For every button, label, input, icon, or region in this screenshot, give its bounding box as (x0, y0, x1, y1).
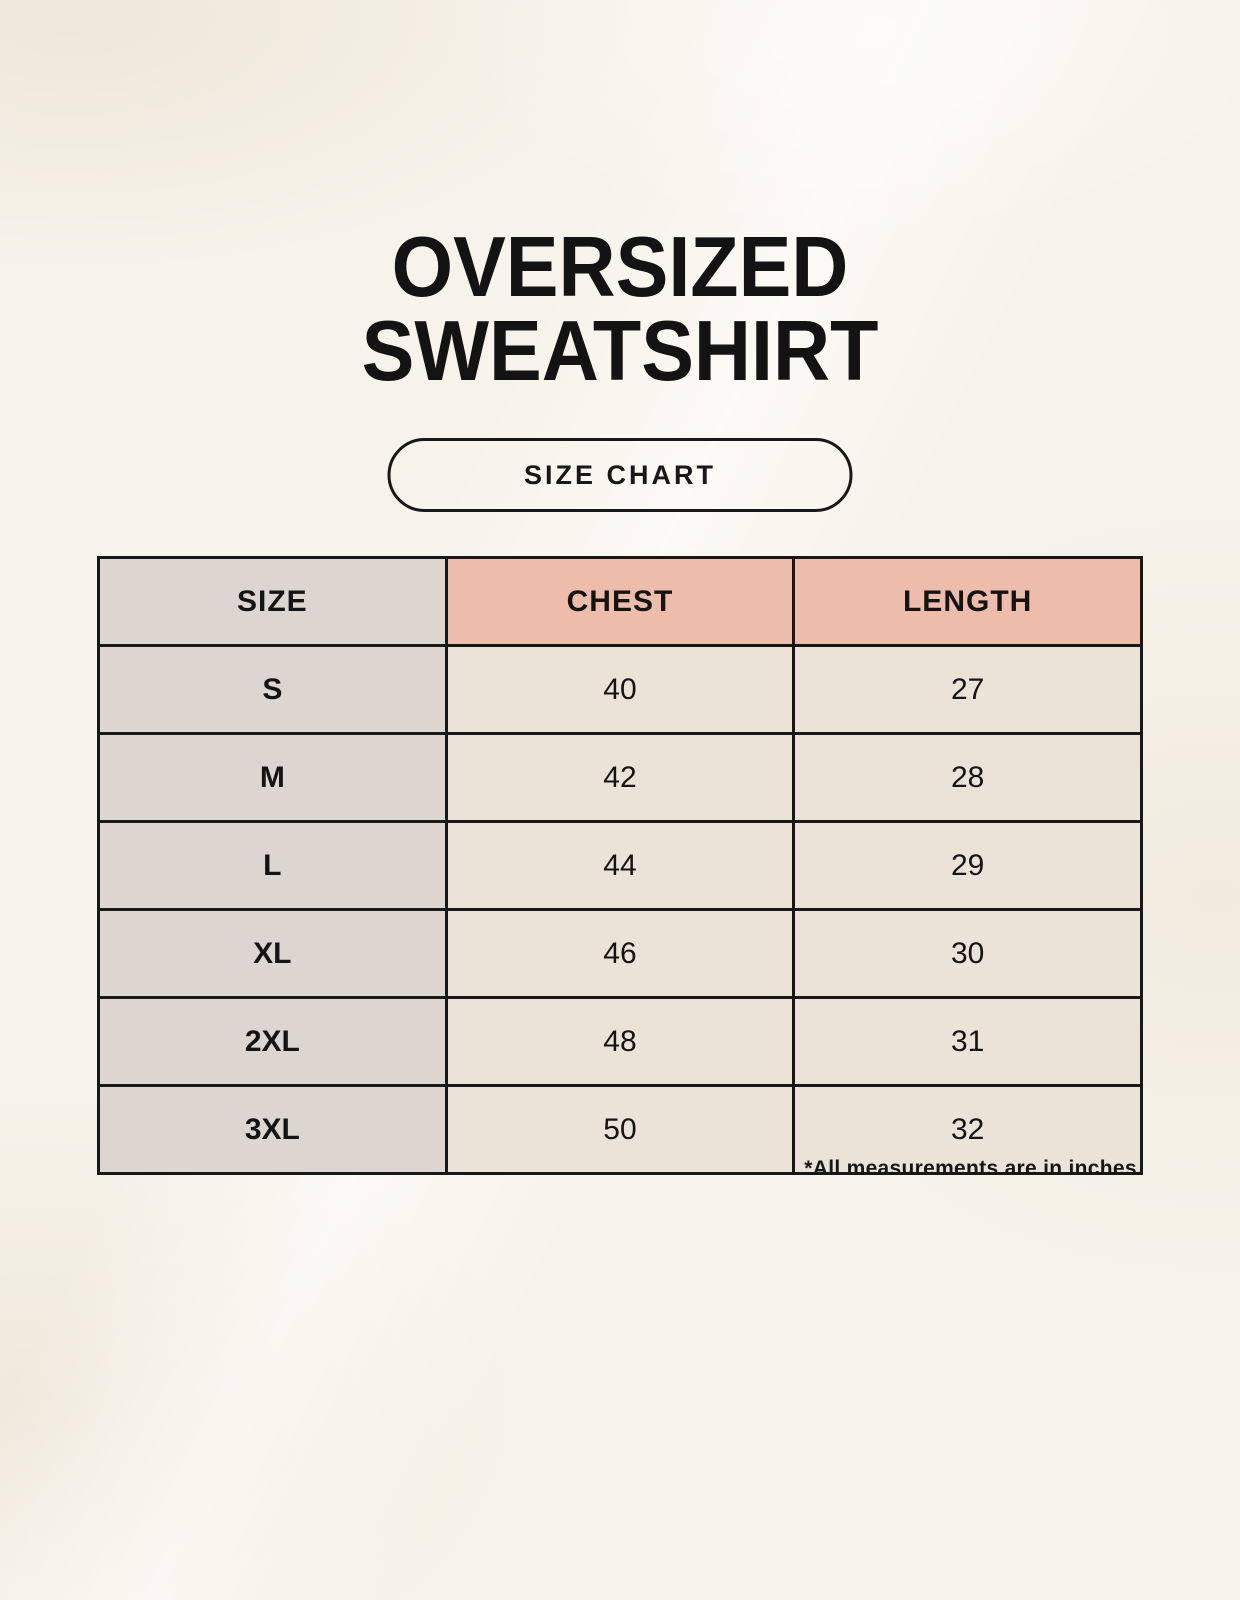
length-value: 32 (792, 1084, 1143, 1175)
size-chart-button-label: SIZE CHART (524, 459, 716, 490)
title-line-1: OVERSIZED (391, 220, 849, 315)
page-title: OVERSIZED SWEATSHIRT (43, 220, 1196, 400)
table-row: 2XL 48 31 (97, 996, 1143, 1087)
table-header-row: SIZE CHEST LENGTH (97, 556, 1143, 647)
chest-value: 48 (444, 996, 796, 1087)
table-row: XL 46 30 (97, 908, 1143, 999)
length-value: 30 (792, 908, 1143, 999)
measurements-footnote: *All measurements are in inches. (804, 1157, 1143, 1180)
table-row: L 44 29 (97, 820, 1143, 911)
size-chart-table: SIZE CHEST LENGTH S 40 27 M 42 28 L 44 2… (97, 556, 1143, 1175)
title-line-2: SWEATSHIRT (361, 304, 879, 400)
chest-value: 42 (444, 732, 796, 823)
column-header-chest: CHEST (444, 556, 796, 647)
column-header-size: SIZE (97, 556, 448, 647)
table-row: S 40 27 (97, 644, 1143, 735)
size-label: XL (97, 908, 448, 999)
size-label: M (97, 732, 448, 823)
length-value: 31 (792, 996, 1143, 1087)
chest-value: 50 (444, 1084, 796, 1175)
size-label: L (97, 820, 448, 911)
column-header-length: LENGTH (792, 556, 1143, 647)
table-row: 3XL 50 32 (97, 1084, 1143, 1175)
size-label: 2XL (97, 996, 448, 1087)
size-label: S (97, 644, 448, 735)
length-value: 27 (792, 644, 1143, 735)
length-value: 28 (792, 732, 1143, 823)
chest-value: 40 (444, 644, 796, 735)
chest-value: 46 (444, 908, 796, 999)
length-value: 29 (792, 820, 1143, 911)
size-chart-button[interactable]: SIZE CHART (387, 438, 853, 512)
table-row: M 42 28 (97, 732, 1143, 823)
size-label: 3XL (97, 1084, 448, 1175)
chest-value: 44 (444, 820, 796, 911)
